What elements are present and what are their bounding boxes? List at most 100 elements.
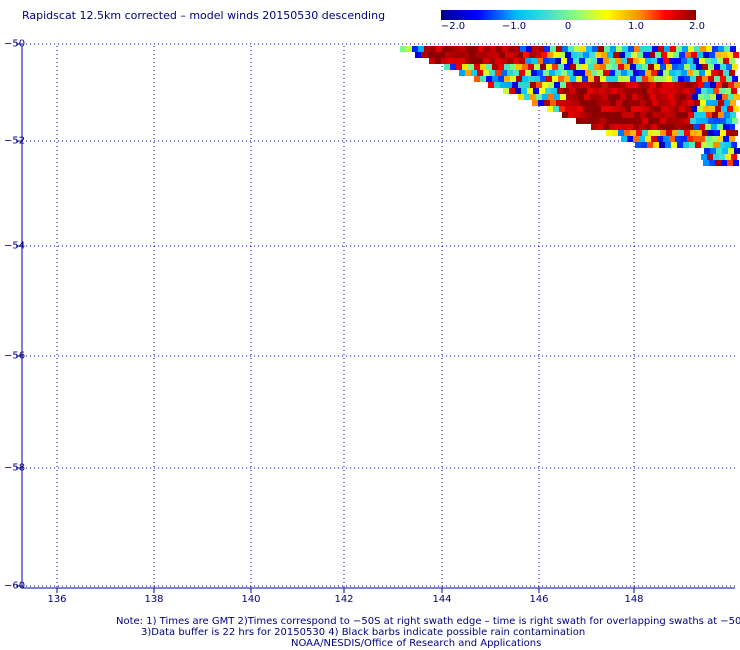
swath-cell xyxy=(592,112,598,118)
swath-cell xyxy=(688,46,694,52)
swath-cell xyxy=(697,106,703,112)
swath-cell xyxy=(703,106,709,112)
swath-cell xyxy=(676,112,682,118)
swath-cell xyxy=(665,142,671,148)
swath-cell xyxy=(532,100,538,106)
swath-cell xyxy=(444,64,450,70)
lon-label-144: 144 xyxy=(432,594,452,605)
swath-cell xyxy=(400,46,406,52)
swath-cell xyxy=(618,64,624,70)
swath-cell xyxy=(712,100,718,106)
swath-cell xyxy=(625,106,631,112)
swath-cell xyxy=(716,94,722,100)
swath-cell xyxy=(498,64,504,70)
swath-cell xyxy=(518,82,524,88)
swath-cell xyxy=(690,130,696,136)
swath-cell xyxy=(635,88,641,94)
swath-cell xyxy=(483,70,489,76)
swath-cell xyxy=(627,136,633,142)
swath-cell xyxy=(546,64,552,70)
swath-cell xyxy=(572,82,578,88)
swath-cell xyxy=(655,52,661,58)
swath-cell xyxy=(525,58,531,64)
swath-cell xyxy=(717,136,723,142)
swath-cell xyxy=(626,94,632,100)
swath-cell xyxy=(712,112,718,118)
swath-cell xyxy=(554,82,560,88)
swath-cell xyxy=(548,94,554,100)
swath-cell xyxy=(689,88,695,94)
swath-cell xyxy=(653,88,659,94)
swath-cell xyxy=(658,112,664,118)
swath-cell xyxy=(439,52,445,58)
swath-cell xyxy=(729,124,735,130)
swath-cell xyxy=(660,130,666,136)
swath-cell xyxy=(613,52,619,58)
swath-cell xyxy=(631,52,637,58)
swath-cell xyxy=(477,70,483,76)
swath-cell xyxy=(538,100,544,106)
swath-cell xyxy=(537,58,543,64)
swath-cell xyxy=(630,64,636,70)
swath-cell xyxy=(672,64,678,70)
swath-cell xyxy=(559,106,565,112)
swath-cell xyxy=(701,142,707,148)
swath-cell xyxy=(406,46,412,52)
swath-cell xyxy=(717,70,723,76)
swath-cell xyxy=(552,64,558,70)
swath-cell xyxy=(694,46,700,52)
swath-cell xyxy=(522,64,528,70)
swath-cell xyxy=(663,58,669,64)
swath-cell xyxy=(687,136,693,142)
swath-cell xyxy=(553,106,559,112)
swath-cell xyxy=(451,52,457,58)
swath-cell xyxy=(571,106,577,112)
swath-cell xyxy=(691,52,697,58)
swath-cell xyxy=(596,94,602,100)
swath-cell xyxy=(645,70,651,76)
swath-cell xyxy=(584,82,590,88)
swath-cell xyxy=(601,52,607,58)
swath-cell xyxy=(559,52,565,58)
swath-cell xyxy=(688,100,694,106)
swath-cell xyxy=(711,70,717,76)
swath-cell xyxy=(681,124,687,130)
swath-cell xyxy=(699,70,705,76)
swath-cell xyxy=(567,58,573,64)
swath-cell xyxy=(698,94,704,100)
swath-cell xyxy=(639,70,645,76)
swath-cell xyxy=(592,100,598,106)
swath-cell xyxy=(666,130,672,136)
swath-cell xyxy=(675,124,681,130)
swath-cell xyxy=(669,136,675,142)
swath-cell xyxy=(627,58,633,64)
swath-cell xyxy=(664,112,670,118)
swath-cell xyxy=(721,160,727,166)
swath-cell xyxy=(450,64,456,70)
swath-cell xyxy=(700,112,706,118)
swath-cell xyxy=(676,46,682,52)
swath-cell xyxy=(578,94,584,100)
swath-cell xyxy=(702,118,708,124)
swath-cell xyxy=(614,94,620,100)
lon-label-142: 142 xyxy=(334,594,354,605)
swath-cell xyxy=(582,118,588,124)
swath-cell xyxy=(624,64,630,70)
swath-cell xyxy=(687,70,693,76)
swath-cell xyxy=(680,82,686,88)
swath-cell xyxy=(657,58,663,64)
swath-cell xyxy=(545,88,551,94)
swath-cell xyxy=(668,94,674,100)
swath-cell xyxy=(658,100,664,106)
swath-cell xyxy=(568,112,574,118)
swath-cell xyxy=(731,154,737,160)
swath-cell xyxy=(653,142,659,148)
swath-cell xyxy=(725,142,731,148)
swath-cell xyxy=(496,46,502,52)
swath-cell xyxy=(513,70,519,76)
swath-cell xyxy=(621,70,627,76)
swath-cell xyxy=(465,58,471,64)
swath-cell xyxy=(644,94,650,100)
colorbar-label-neg2: −2.0 xyxy=(440,21,466,32)
swath-cell xyxy=(655,106,661,112)
